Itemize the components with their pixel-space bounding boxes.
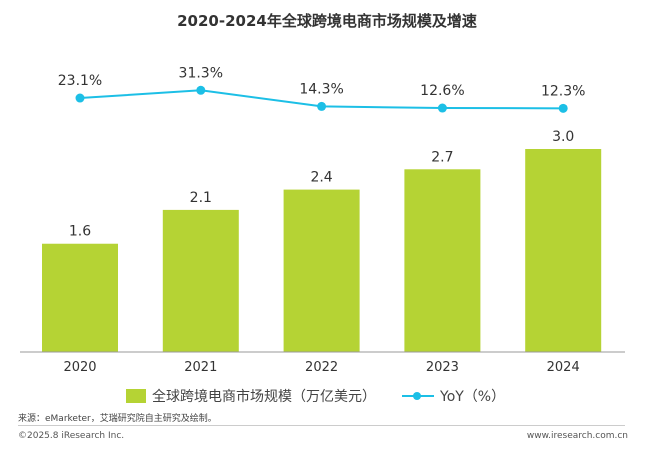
- yoy-value-label: 14.3%: [299, 81, 343, 97]
- yoy-value-label: 12.6%: [420, 83, 464, 99]
- x-tick-label: 2020: [63, 360, 96, 375]
- bar-value-label: 2.1: [190, 190, 212, 206]
- bar-value-label: 3.0: [552, 129, 574, 145]
- bar: [42, 243, 118, 352]
- x-tick-label: 2022: [305, 360, 338, 375]
- chart-title: 2020-2024年全球跨境电商市场规模及增速: [177, 12, 477, 30]
- bar-value-label: 2.4: [310, 170, 332, 186]
- yoy-point: [196, 85, 206, 95]
- legend-bar-swatch: [126, 389, 146, 403]
- bar: [525, 149, 602, 352]
- bar-value-label: 2.7: [431, 149, 453, 165]
- legend-line-icon: [402, 389, 434, 403]
- x-tick-label: 2023: [426, 360, 459, 375]
- yoy-point: [317, 101, 327, 111]
- website: www.iresearch.com.cn: [526, 431, 628, 441]
- yoy-value-label: 31.3%: [179, 65, 223, 81]
- bar: [283, 189, 360, 352]
- yoy-point: [558, 103, 568, 113]
- legend: 全球跨境电商市场规模（万亿美元） YoY（%）: [126, 386, 505, 406]
- copyright: ©2025.8 iResearch Inc.: [18, 431, 125, 441]
- legend-line-label: YoY（%）: [440, 389, 506, 405]
- bar-value-label: 1.6: [69, 224, 91, 240]
- x-tick-label: 2024: [547, 360, 580, 375]
- chart-plot: 1.6 2020 2.1 2021 2.4 2022 2.7 2023 3.0 2024 23.1%…: [20, 65, 625, 375]
- footer-divider: [18, 425, 625, 426]
- yoy-point: [75, 93, 85, 103]
- yoy-value-label: 12.3%: [541, 83, 585, 99]
- legend-bar-label: 全球跨境电商市场规模（万亿美元）: [152, 389, 376, 405]
- yoy-point: [437, 103, 447, 113]
- yoy-value-label: 23.1%: [58, 73, 102, 89]
- x-tick-label: 2021: [184, 360, 217, 375]
- source-note: 来源：eMarketer，艾瑞研究院自主研究及绘制。: [18, 414, 217, 424]
- bar: [162, 209, 239, 352]
- bar: [404, 169, 481, 352]
